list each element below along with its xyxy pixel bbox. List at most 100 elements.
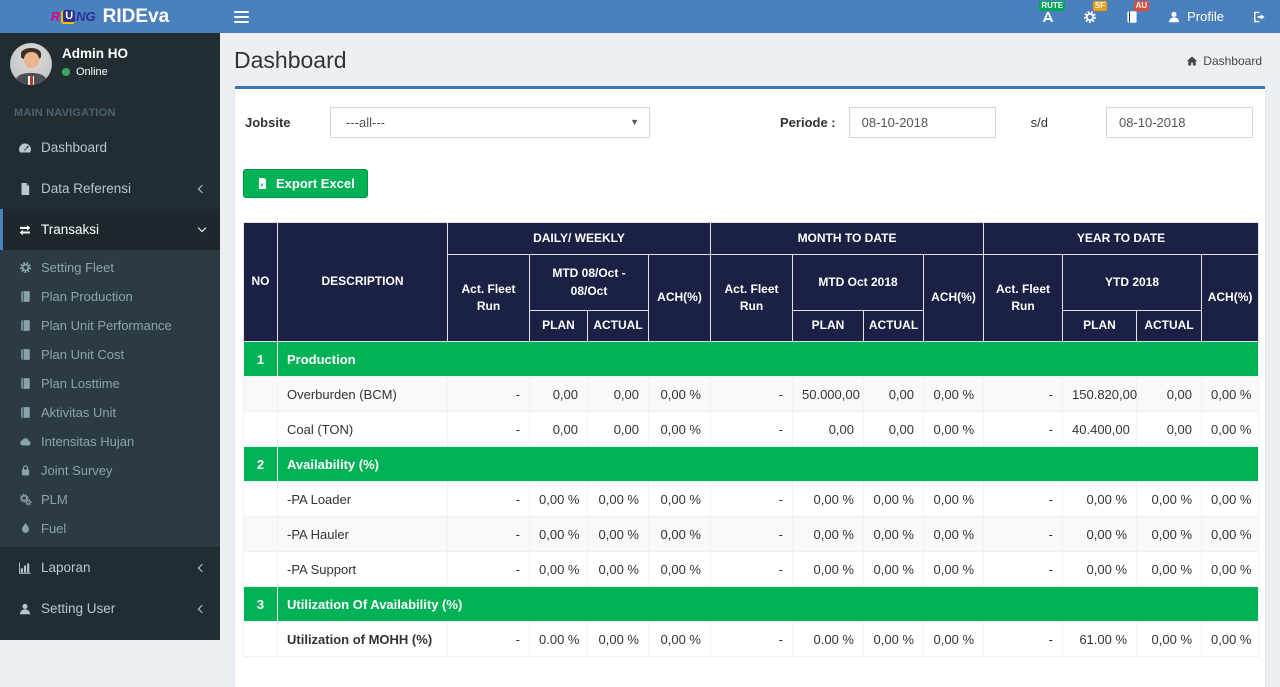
value-cell: 50.000,00: [792, 376, 864, 412]
value-cell: -: [447, 551, 530, 587]
breadcrumb[interactable]: Dashboard: [1186, 54, 1262, 68]
table-row: Utilization of MOHH (%) -0.00 % 0,00 % 0,00…: [243, 621, 1260, 657]
col-header-fleet-mtd: Act. Fleet Run: [710, 254, 793, 342]
row-description: Overburden (BCM): [277, 376, 448, 412]
value-cell: 0,00 %: [648, 376, 711, 412]
value-cell: 0,00 %: [1062, 551, 1138, 587]
jobsite-select[interactable]: ---all--- ▼: [330, 106, 650, 138]
navbar-profile-button[interactable]: Profile: [1153, 0, 1238, 33]
table-row: -PA Hauler -0,00 % 0,00 % 0,00 % -0,00 % 0,00…: [243, 516, 1260, 552]
sidebar-item-data-referensi[interactable]: Data Referensi: [0, 168, 220, 209]
submenu-transaksi: Setting Fleet Plan Production Plan Unit Pe…: [0, 250, 220, 547]
sidebar-item-plan-losttime[interactable]: Plan Losttime: [0, 369, 220, 398]
sidebar-item-plan-unit-performance[interactable]: Plan Unit Performance: [0, 311, 220, 340]
value-cell: 0,00 %: [792, 516, 864, 552]
col-header-ach-mtd: ACH(%): [922, 254, 985, 342]
value-cell: -: [710, 411, 793, 447]
row-no-cell: [243, 621, 278, 657]
user-icon: [18, 602, 32, 616]
sidebar-item-fuel[interactable]: Fuel: [0, 514, 220, 543]
value-cell: 0,00 %: [587, 516, 649, 552]
sidebar-item-dashboard[interactable]: Dashboard: [0, 127, 220, 168]
date-to-value: 08-10-2018: [1118, 114, 1186, 130]
user-panel: Admin HO Online: [0, 33, 220, 97]
value-cell: 0,00 %: [1136, 621, 1203, 657]
navbar-book-button[interactable]: AU: [1111, 0, 1153, 33]
value-cell: 0,00 %: [1136, 516, 1203, 552]
table-body: 1 Production Overburden (BCM) -0,00 0,00 0,00…: [243, 341, 1260, 657]
value-cell: 0,00 %: [1136, 551, 1203, 587]
value-cell: 0,00: [529, 411, 588, 447]
value-cell: 0,00 %: [922, 516, 985, 552]
svg-text:x: x: [260, 182, 264, 188]
sidebar-toggle-button[interactable]: [220, 0, 262, 33]
sidebar-item-label: Plan Unit Cost: [41, 347, 125, 362]
user-status[interactable]: Online: [62, 66, 128, 78]
rung-logo-u: U: [61, 9, 76, 24]
col-header-fleet-ytd: Act. Fleet Run: [983, 254, 1064, 342]
col-header-period-mtd: MTD Oct 2018: [792, 254, 924, 311]
sidebar-item-label: Plan Production: [41, 289, 133, 304]
export-excel-button[interactable]: x Export Excel: [243, 169, 368, 198]
sidebar-item-plan-unit-cost[interactable]: Plan Unit Cost: [0, 340, 220, 369]
sidebar-item-label: Aktivitas Unit: [41, 405, 117, 420]
dashboard-table: NO DESCRIPTION DAILY/ WEEKLY MONTH TO DA…: [243, 222, 1260, 657]
date-to-input[interactable]: 08-10-2018: [1105, 106, 1253, 138]
row-no-cell: [243, 516, 278, 552]
user-icon: [1167, 10, 1181, 24]
tint-icon: [19, 522, 32, 535]
row-no-cell: [243, 376, 278, 412]
sidebar-item-label: Plan Losttime: [41, 376, 120, 391]
value-cell: 0,00: [1136, 376, 1203, 412]
table-row: -PA Loader -0,00 % 0,00 % 0,00 % -0,00 % 0,00…: [243, 481, 1260, 517]
value-cell: -: [983, 411, 1064, 447]
section-row: 2 Availability (%): [243, 446, 1260, 482]
book-icon: [19, 319, 32, 332]
value-cell: 0,00 %: [529, 516, 588, 552]
sidebar-item-setting-user[interactable]: Setting User: [0, 588, 220, 629]
navbar-signout-button[interactable]: [1238, 0, 1280, 33]
sidebar-item-label: Setting Fleet: [41, 260, 114, 275]
book-icon: [19, 348, 32, 361]
col-group-month-to-date: MONTH TO DATE: [709, 222, 985, 255]
value-cell: 0,00 %: [648, 551, 711, 587]
value-cell: 150.820,00: [1062, 376, 1137, 412]
export-excel-label: Export Excel: [276, 176, 355, 191]
navbar-gear-button[interactable]: SF: [1069, 0, 1111, 33]
col-header-plan-mtd: PLAN: [792, 310, 864, 342]
sidebar-item-plm[interactable]: PLM: [0, 485, 220, 514]
sidebar-item-label: Plan Unit Performance: [41, 318, 172, 333]
value-cell: 0,00: [529, 376, 588, 412]
book-icon: [19, 377, 32, 390]
sidebar-item-laporan[interactable]: Laporan: [0, 547, 220, 588]
sidebar-item-label: Fuel: [41, 521, 67, 536]
signout-icon: [1252, 10, 1266, 24]
row-description: Utilization of MOHH (%): [277, 621, 448, 657]
date-from-input[interactable]: 08-10-2018: [848, 106, 996, 138]
col-header-actual-mtd: ACTUAL: [863, 310, 924, 342]
user-name: Admin HO: [62, 46, 128, 61]
sidebar-item-joint-survey[interactable]: Joint Survey: [0, 456, 220, 485]
page-title: Dashboard: [234, 47, 347, 73]
sidebar-item-setting-fleet[interactable]: Setting Fleet: [0, 253, 220, 282]
tachometer-icon: [18, 141, 32, 155]
lock-icon: [19, 464, 32, 477]
sidebar-item-transaksi[interactable]: Transaksi: [0, 209, 220, 250]
excel-file-icon: x: [256, 176, 269, 191]
value-cell: 0,00 %: [922, 481, 985, 517]
navbar-route-button[interactable]: RUTE: [1027, 0, 1069, 33]
value-cell: 0,00: [587, 411, 649, 447]
sidebar-item-intensitas-hujan[interactable]: Intensitas Hujan: [0, 427, 220, 456]
sidebar-item-aktivitas-unit[interactable]: Aktivitas Unit: [0, 398, 220, 427]
brand-logo[interactable]: R U NG RIDEva: [0, 0, 220, 33]
cogs-icon: [19, 493, 32, 506]
value-cell: -: [983, 376, 1064, 412]
value-cell: -: [447, 376, 530, 412]
sidebar-item-plan-production[interactable]: Plan Production: [0, 282, 220, 311]
value-cell: 0,00 %: [792, 551, 864, 587]
chevron-left-icon: [197, 563, 207, 572]
value-cell: -: [447, 516, 530, 552]
sidebar-item-label: PLM: [41, 492, 68, 507]
value-cell: 0,00 %: [587, 621, 649, 657]
jobsite-select-value: ---all---: [346, 114, 385, 130]
